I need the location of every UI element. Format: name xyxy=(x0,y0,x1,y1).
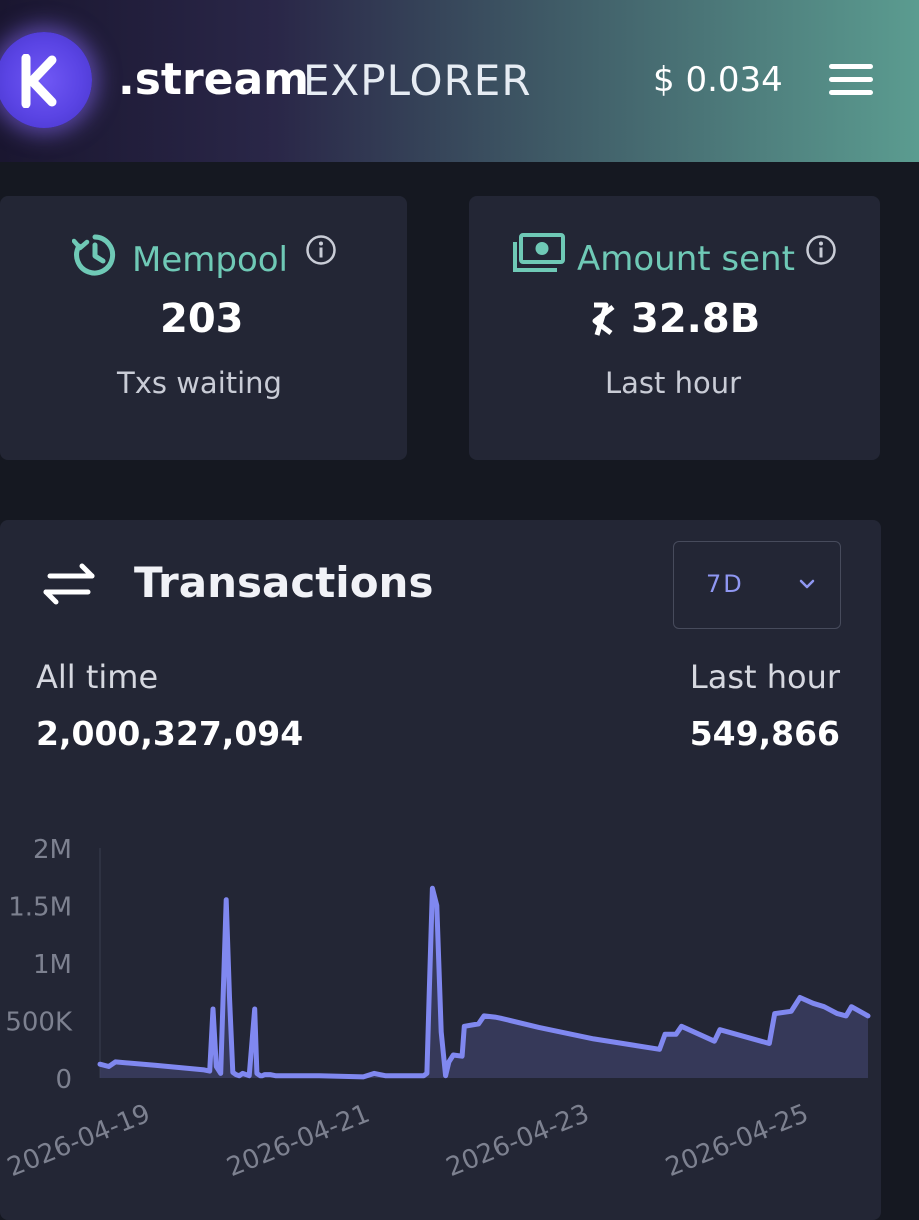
y-tick-label: 0 xyxy=(55,1065,72,1095)
amount-sent-subtitle: Last hour xyxy=(605,366,742,400)
x-tick-label: 2026-04-19 xyxy=(3,1099,154,1183)
y-tick-label: 1M xyxy=(33,950,72,980)
mempool-title: Mempool xyxy=(71,232,289,287)
last-hour-label: Last hour xyxy=(689,658,840,696)
amount-sent-value-row: 32.8B xyxy=(589,296,760,342)
mempool-subtitle: Txs waiting xyxy=(117,366,282,400)
range-select[interactable]: 7D xyxy=(673,541,841,629)
transactions-chart: 0 500K 1M 1.5M 2M 2026-04-19 2026-04-21 2026-0… xyxy=(3,835,871,1183)
y-tick-label: 500K xyxy=(5,1008,73,1038)
mempool-value: 203 xyxy=(160,296,244,342)
brand-subtitle: EXPLORER xyxy=(303,56,532,105)
transactions-line xyxy=(97,885,871,1080)
brand-name[interactable]: .stream xyxy=(118,54,310,105)
mempool-info-icon[interactable] xyxy=(305,234,337,270)
amount-sent-card: Amount sent 32.8B Last hour xyxy=(469,196,880,460)
all-time-label: All time xyxy=(36,658,159,696)
app-header: .stream EXPLORER $ 0.034 xyxy=(0,0,919,162)
hamburger-menu-icon[interactable] xyxy=(829,64,873,96)
x-tick-label: 2026-04-25 xyxy=(662,1099,813,1183)
clock-refresh-icon xyxy=(71,232,118,287)
amount-sent-value: 32.8B xyxy=(631,296,761,342)
x-tick-label: 2026-04-23 xyxy=(442,1099,593,1183)
y-tick-label: 2M xyxy=(33,835,72,865)
transactions-card xyxy=(0,520,881,1220)
kaspa-currency-icon xyxy=(589,299,619,339)
all-time-value: 2,000,327,094 xyxy=(36,714,304,753)
range-select-value: 7D xyxy=(706,570,744,598)
transactions-title: Transactions xyxy=(134,558,434,607)
last-hour-value: 549,866 xyxy=(689,714,840,753)
chevron-down-icon xyxy=(798,576,816,595)
kaspa-logo-icon[interactable] xyxy=(0,32,92,128)
mempool-card: Mempool 203 Txs waiting xyxy=(0,196,407,460)
y-tick-label: 1.5M xyxy=(8,893,72,923)
swap-arrows-icon xyxy=(40,562,98,610)
money-stack-icon xyxy=(511,232,565,285)
x-tick-label: 2026-04-21 xyxy=(223,1099,374,1183)
price-display: $ 0.034 xyxy=(653,60,783,100)
amount-sent-title: Amount sent xyxy=(511,232,795,285)
transactions-area xyxy=(100,888,868,1078)
amount-sent-info-icon[interactable] xyxy=(805,234,837,270)
amount-sent-title-label: Amount sent xyxy=(577,238,795,279)
mempool-title-label: Mempool xyxy=(132,239,289,280)
